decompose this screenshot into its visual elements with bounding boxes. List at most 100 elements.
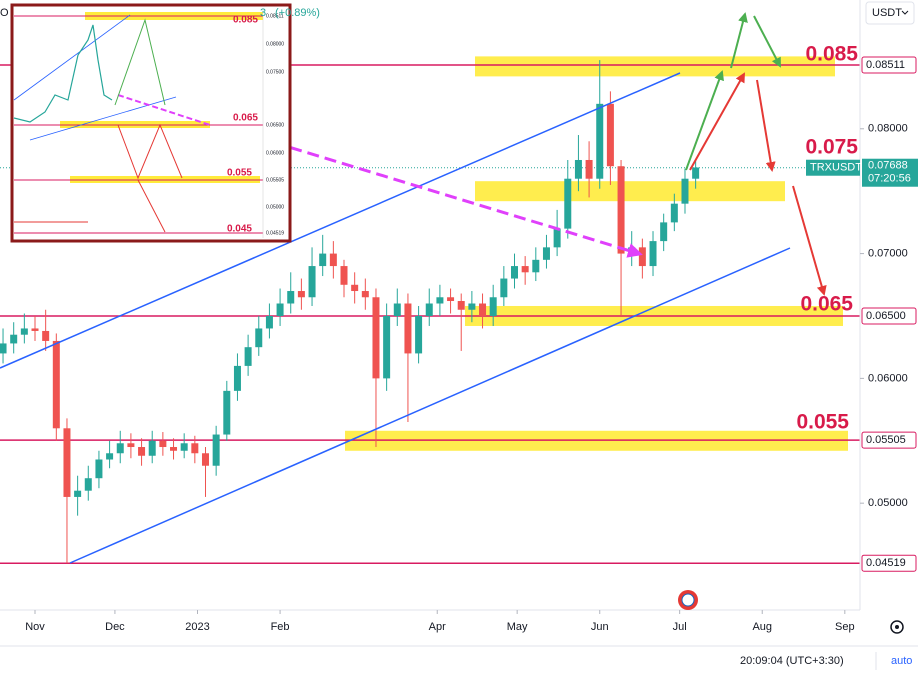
candle-body [201,453,209,466]
candle-body [233,365,241,391]
candle-body [574,159,582,179]
candle-body [255,328,263,348]
candle-body [148,440,156,456]
inset-arrow [117,123,183,180]
inset-price [13,24,113,123]
candle-body [564,178,572,229]
x-tick-label: 2023 [185,621,209,633]
candle-body [287,291,295,304]
inset-zone-label: 0.065 [233,113,258,124]
candle-body [340,266,348,285]
candle-body [265,315,273,329]
symbol-box [806,159,860,176]
level-label: 0.06500 [866,310,906,322]
candle-body [372,297,380,379]
inset-price-label: 0.06000 [266,150,284,156]
candle-body [159,440,167,448]
candle-body [20,328,28,335]
candle-body [542,247,550,260]
currency[interactable]: USDT [872,7,902,19]
candle-body [170,447,178,451]
projection-arrow [689,72,745,171]
candle-body [510,266,518,279]
y-tick-label: 0.05000 [868,497,908,509]
candle-body [692,167,700,179]
candle-body [628,247,636,254]
level-label-box [861,56,917,74]
channel-lower [69,247,791,564]
candle-body [606,103,614,167]
header-change: (+0.89%) [275,7,320,19]
inset-zone-label: 0.085 [233,15,258,26]
settings-icon[interactable] [895,625,899,629]
y-tick-label: 0.08000 [868,123,908,135]
candle-body [308,266,316,298]
candle-body [116,443,124,454]
zone-label: 0.075 [805,136,858,159]
inset-price-label: 0.06500 [266,122,284,128]
candle-body [489,297,497,316]
inset-chart: 0.085 0.065 0.055 0.045 0.08511 0.08000 0.0750… [10,3,292,243]
price-axis: 0.08000 0.07000 0.06000 0.05000 Nov Dec 2023 Fe… [0,0,918,633]
candle-body [468,303,476,310]
x-tick-label: Nov [25,621,45,633]
inset-price-label: 0.04519 [266,230,284,236]
candle-body [10,334,18,344]
candle-body [383,315,391,379]
candle-body [95,459,103,479]
candle-body [532,259,540,273]
last-price-box [862,158,918,187]
inset-price-label: 0.05000 [266,204,284,210]
x-tick-label: Apr [429,621,446,633]
candle-body [585,159,593,179]
zone-label: 0.065 [800,293,853,316]
candle-body [297,291,305,298]
candle-body [447,297,455,302]
drawings [0,12,827,564]
event-icon-inner[interactable] [681,593,695,607]
inset-price-label: 0.05505 [266,177,284,183]
inset-zone-label: 0.045 [227,224,252,235]
scale-mode[interactable]: auto [891,655,912,667]
projection-arrow [792,185,827,296]
dropdown-icon[interactable] [901,10,909,15]
x-tick-label: Jun [591,621,609,633]
x-tick-label: Jul [673,621,687,633]
candle-body [436,297,444,304]
currency-button[interactable] [865,1,915,25]
candle-body [638,247,646,267]
level-label: 0.05505 [866,434,906,446]
candle-body [329,253,337,267]
candle-body [63,428,71,497]
candle-body [617,166,625,254]
inset-arrow [114,18,166,106]
candle-body [84,478,92,491]
projection-arrow [685,70,724,171]
level-label-box [861,307,917,325]
candle-body [393,303,401,316]
candle-body [106,453,114,460]
last-price-label: 0.07688 [868,160,908,172]
candle-body [404,303,412,354]
zone-band [475,56,835,77]
candle-body [553,228,561,248]
candle-body [457,301,465,310]
inset-channel [29,96,177,141]
y-tick-label: 0.06000 [868,372,908,384]
x-tick-label: Aug [752,621,772,633]
candle-body [351,284,359,292]
inset-price-label: 0.08000 [266,41,284,47]
candle-body [74,490,82,497]
settings-button[interactable] [890,620,904,634]
candle-body [52,340,60,429]
x-tick-label: May [507,621,528,633]
y-tick-label: 0.07000 [868,247,908,259]
candle-body [425,303,433,316]
channel-upper [0,72,681,369]
candle-body [649,241,657,267]
inset-price-label: 0.08511 [266,13,284,19]
candle-body [596,103,604,179]
projection-arrow [756,79,776,172]
level-label-box [861,431,917,449]
